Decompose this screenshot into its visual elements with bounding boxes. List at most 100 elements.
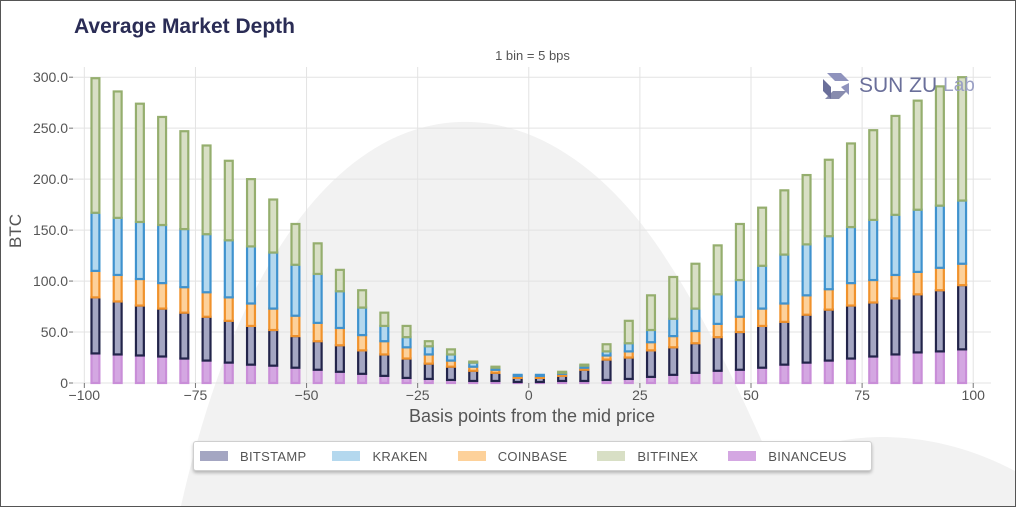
legend-label-coinbase: COINBASE bbox=[497, 448, 568, 464]
x-tick-label: 50 bbox=[743, 387, 759, 403]
legend-label-kraken: KRAKEN bbox=[372, 448, 428, 464]
bar-coinbase bbox=[201, 291, 212, 318]
bar-binanceus bbox=[934, 350, 945, 385]
bar-bitstamp bbox=[801, 313, 812, 364]
bar-binanceus bbox=[779, 363, 790, 385]
legend-item-binanceus[interactable]: BINANCEUS bbox=[728, 449, 847, 464]
bar-bitfinex bbox=[579, 363, 590, 367]
bar-bitstamp bbox=[223, 319, 234, 364]
bar-kraken bbox=[157, 223, 168, 285]
bar-bitfinex bbox=[268, 198, 279, 254]
bar-kraken bbox=[757, 264, 768, 310]
bar-coinbase bbox=[401, 346, 412, 360]
bar-coinbase bbox=[890, 273, 901, 300]
bar-binanceus bbox=[890, 353, 901, 385]
bar-bitstamp bbox=[823, 308, 834, 362]
bar-bitstamp bbox=[934, 289, 945, 353]
bar-coinbase bbox=[757, 307, 768, 328]
watermark-arc-large bbox=[181, 121, 791, 506]
axes-group: 0 50.0 100.0 150.0 200.0 250.0 300.0 −100 −75 −50… bbox=[33, 69, 985, 403]
bar-binanceus bbox=[201, 359, 212, 385]
bar-binanceus bbox=[757, 366, 768, 385]
bar-bitstamp bbox=[179, 311, 190, 360]
x-tick-label: 100 bbox=[962, 387, 986, 403]
bar-bitfinex bbox=[801, 173, 812, 246]
logo-text-sub: Lab bbox=[943, 75, 975, 96]
logo-mark-icon bbox=[823, 73, 849, 99]
y-tick-label: 50.0 bbox=[41, 324, 68, 340]
x-tick-label: −100 bbox=[69, 387, 101, 403]
y-tick-label: 300.0 bbox=[33, 69, 68, 85]
bar-kraken bbox=[312, 272, 323, 324]
bar-bitfinex bbox=[157, 115, 168, 227]
bar-coinbase bbox=[868, 278, 879, 304]
bar-kraken bbox=[379, 324, 390, 343]
bar-kraken bbox=[690, 307, 701, 333]
bar-coinbase bbox=[157, 282, 168, 310]
bar-coinbase bbox=[312, 321, 323, 343]
bar-coinbase bbox=[268, 307, 279, 332]
legend-item-coinbase[interactable]: COINBASE bbox=[457, 448, 568, 464]
bar-coinbase bbox=[357, 333, 368, 352]
legend-item-kraken[interactable]: KRAKEN bbox=[332, 449, 427, 464]
bar-bitstamp bbox=[312, 340, 323, 371]
bar-bitfinex bbox=[668, 275, 679, 320]
bar-bitfinex bbox=[823, 158, 834, 238]
bar-binanceus bbox=[357, 372, 368, 385]
bar-coinbase bbox=[934, 266, 945, 292]
bar-bitfinex bbox=[868, 129, 879, 221]
legend-label-bitstamp: BITSTAMP bbox=[240, 448, 307, 464]
bar-bitstamp bbox=[690, 342, 701, 374]
legend-label-binanceus: BINANCEUS bbox=[768, 448, 847, 464]
bar-coinbase bbox=[379, 340, 390, 356]
bar-bitstamp bbox=[445, 365, 457, 382]
bar-coinbase bbox=[845, 282, 857, 307]
bar-bitstamp bbox=[268, 328, 279, 367]
bar-bitfinex bbox=[934, 85, 945, 207]
bar-kraken bbox=[134, 220, 145, 281]
bar-coinbase bbox=[734, 315, 745, 334]
bar-bitstamp bbox=[601, 358, 612, 382]
bar-bitfinex bbox=[645, 294, 657, 332]
bars-group bbox=[90, 76, 968, 385]
bar-coinbase bbox=[90, 269, 101, 299]
legend-swatch-coinbase bbox=[457, 451, 486, 461]
bar-bitstamp bbox=[912, 293, 923, 354]
bar-bitfinex bbox=[312, 242, 323, 276]
bar-bitfinex bbox=[890, 114, 901, 216]
bar-kraken bbox=[645, 328, 657, 344]
bar-bitfinex bbox=[712, 244, 723, 296]
bar-bitfinex bbox=[734, 222, 745, 282]
bar-coinbase bbox=[779, 302, 790, 323]
watermark-arc-small bbox=[721, 437, 1015, 506]
legend-item-bitfinex[interactable]: BITFINEX bbox=[597, 449, 698, 464]
bar-coinbase bbox=[823, 288, 834, 311]
bar-kraken bbox=[734, 278, 745, 318]
bar-bitfinex bbox=[245, 178, 257, 248]
bar-coinbase bbox=[957, 262, 968, 287]
bar-bitstamp bbox=[245, 324, 257, 366]
bar-bitfinex bbox=[90, 77, 101, 214]
bar-coinbase bbox=[668, 335, 679, 349]
chart-legend: BITSTAMP KRAKEN COINBASE BITFINEX BINANC… bbox=[193, 441, 872, 471]
bar-binanceus bbox=[334, 370, 345, 385]
sun-zu-lab-logo: SUN ZU Lab bbox=[819, 69, 975, 103]
bar-bitfinex bbox=[201, 144, 212, 236]
legend-item-bitstamp[interactable]: BITSTAMP bbox=[200, 449, 306, 464]
grid-lines bbox=[71, 67, 991, 384]
bar-bitfinex bbox=[223, 159, 234, 242]
bar-binanceus bbox=[157, 355, 168, 385]
bar-bitstamp bbox=[868, 301, 879, 358]
x-tick-label: 75 bbox=[854, 387, 870, 403]
legend-swatch-kraken bbox=[332, 451, 361, 461]
bar-bitfinex bbox=[334, 268, 345, 293]
background-watermark bbox=[181, 121, 1015, 506]
bar-bitstamp bbox=[112, 300, 123, 356]
bar-kraken bbox=[957, 199, 968, 265]
bar-coinbase bbox=[645, 341, 657, 352]
bar-bitfinex bbox=[623, 319, 634, 345]
bar-bitstamp bbox=[468, 369, 479, 383]
bar-bitstamp bbox=[157, 307, 168, 358]
bar-coinbase bbox=[334, 326, 345, 347]
bar-bitstamp bbox=[490, 371, 501, 383]
